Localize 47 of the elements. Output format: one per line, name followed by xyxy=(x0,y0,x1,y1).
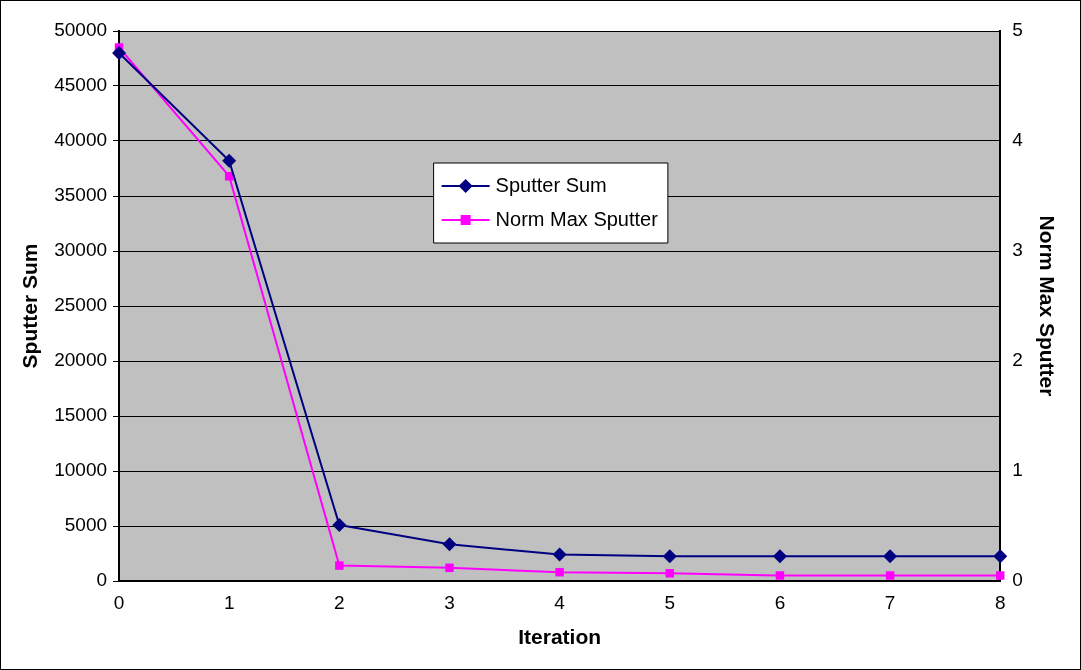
y2-tick-label: 2 xyxy=(1012,349,1023,371)
y-tick-label: 50000 xyxy=(54,19,108,41)
y2-tick-label: 4 xyxy=(1012,129,1024,151)
x-tick-label: 4 xyxy=(554,591,566,613)
y-tick-label: 15000 xyxy=(54,404,108,426)
point xyxy=(222,153,237,168)
x-tick-label: 7 xyxy=(884,591,896,613)
legend-label: Sputter Sum xyxy=(495,173,607,196)
x-tick-label: 2 xyxy=(334,591,345,613)
y-tick-label: 20000 xyxy=(54,349,108,371)
point xyxy=(335,561,344,570)
point xyxy=(445,563,454,573)
legend-label: Norm Max Sputter xyxy=(495,207,659,230)
y-tick-label: 25000 xyxy=(54,294,108,316)
point xyxy=(772,549,787,564)
point xyxy=(665,569,675,578)
point xyxy=(442,537,457,552)
y-tick-label: 0 xyxy=(96,569,108,591)
point xyxy=(775,571,785,580)
y-tick-label: 40000 xyxy=(54,129,108,151)
x-tick-label: 5 xyxy=(664,591,676,613)
x-tick-label: 6 xyxy=(774,591,786,613)
y2-tick-label: 5 xyxy=(1012,19,1023,41)
x-axis-title: Iteration xyxy=(518,625,602,649)
y-tick-label: 35000 xyxy=(54,184,108,206)
point xyxy=(662,549,677,564)
point xyxy=(112,46,127,60)
point xyxy=(885,571,895,580)
y2-axis-title: Norm Max Sputter xyxy=(1035,215,1059,397)
point xyxy=(993,549,1008,564)
y-tick-label: 5000 xyxy=(64,514,108,536)
x-tick-label: 0 xyxy=(113,591,125,613)
point xyxy=(883,549,898,564)
point xyxy=(555,567,564,577)
y2-tick-label: 0 xyxy=(1012,569,1023,591)
y-tick-label: 30000 xyxy=(54,239,108,261)
x-tick-label: 3 xyxy=(444,591,455,613)
y-tick-label: 45000 xyxy=(54,74,108,96)
y2-tick-label: 3 xyxy=(1012,239,1023,261)
point xyxy=(995,571,1005,580)
y-tick-label: 10000 xyxy=(54,459,108,481)
point xyxy=(552,547,567,562)
point xyxy=(332,517,347,532)
y-axis-title: Sputter Sum xyxy=(18,243,42,369)
y2-tick-label: 1 xyxy=(1012,459,1023,481)
x-tick-label: 1 xyxy=(223,591,235,613)
x-tick-label: 8 xyxy=(994,591,1006,613)
